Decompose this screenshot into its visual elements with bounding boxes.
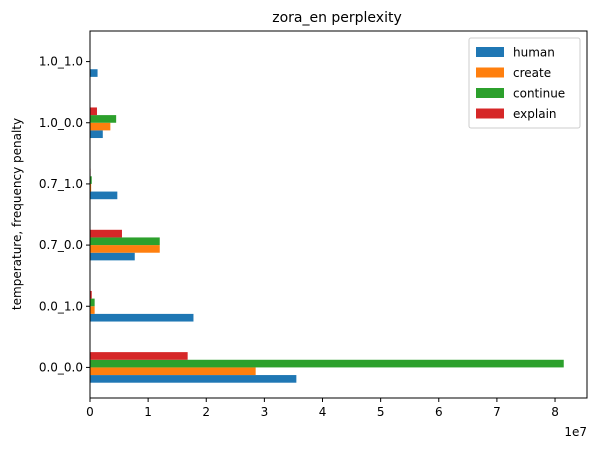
bar-continue-0.0_0.0	[90, 359, 564, 368]
x-tick-label: 5	[377, 405, 385, 419]
x-tick-label: 7	[493, 405, 501, 419]
legend-swatch-create	[476, 67, 504, 78]
chart-title: zora_en perplexity	[272, 10, 402, 26]
x-tick-label: 4	[319, 405, 327, 419]
plot-frame	[89, 30, 588, 399]
y-tick-label: 1.0_1.0	[39, 55, 83, 69]
bar-create-0.0_1.0	[90, 306, 95, 314]
bar-explain-0.7_0.0	[90, 229, 122, 238]
y-tick-label: 0.0_0.0	[39, 360, 83, 374]
bar-human-0.7_0.0	[90, 252, 135, 261]
y-tick-label: 1.0_0.0	[39, 116, 83, 130]
legend-label-create: create	[513, 66, 551, 80]
bar-explain-0.0_1.0	[90, 290, 92, 299]
bar-human-0.0_1.0	[90, 313, 194, 322]
bar-continue-0.7_1.0	[90, 176, 92, 184]
y-tick-label: 0.7_1.0	[39, 177, 83, 191]
bar-human-0.0_0.0	[90, 375, 297, 383]
x-tick-label: 8	[551, 405, 559, 419]
legend-label-continue: continue	[513, 87, 565, 101]
bar-continue-0.0_1.0	[90, 298, 95, 307]
x-tick-label: 6	[435, 405, 443, 419]
legend-swatch-continue	[476, 88, 504, 98]
y-axis: 0.0_0.0 0.0_1.0 0.7_0.0 0.7_1.0 1.0_0.0 1.0_1…	[39, 55, 90, 374]
y-tick-label: 0.7_0.0	[39, 238, 83, 252]
x-tick-label: 3	[261, 405, 269, 419]
legend-label-explain: explain	[513, 107, 557, 121]
bar-continue-1.0_0.0	[90, 115, 117, 123]
x-axis-offset-label: 1e7	[564, 425, 587, 439]
bar-continue-0.7_0.0	[90, 237, 160, 246]
legend-frame	[468, 37, 581, 129]
bar-human-1.0_0.0	[90, 130, 103, 139]
x-tick-label: 2	[202, 405, 210, 419]
bar-explain-1.0_0.0	[90, 107, 97, 116]
legend-swatch-human	[476, 47, 504, 57]
x-tick-label: 1	[144, 405, 152, 419]
x-tick-label: 0	[86, 405, 94, 419]
bar-create-0.7_1.0	[90, 183, 92, 192]
legend-swatch-explain	[476, 108, 504, 119]
bar-create-0.0_0.0	[90, 367, 256, 376]
legend-label-human: human	[513, 46, 555, 60]
x-axis: 0 1 2 3 4 5 6 7 8	[86, 398, 559, 419]
bar-human-0.7_1.0	[90, 191, 118, 200]
bar-create-1.0_0.0	[90, 122, 111, 131]
bar-human-1.0_1.0	[90, 69, 98, 77]
legend: human create continue explain	[468, 37, 581, 129]
y-tick-label: 0.0_1.0	[39, 299, 83, 313]
y-axis-label: temperature, frequency penalty	[10, 118, 24, 310]
bar-explain-0.0_0.0	[90, 352, 188, 360]
bar-create-0.7_0.0	[90, 245, 160, 253]
bars-layer	[90, 69, 564, 383]
